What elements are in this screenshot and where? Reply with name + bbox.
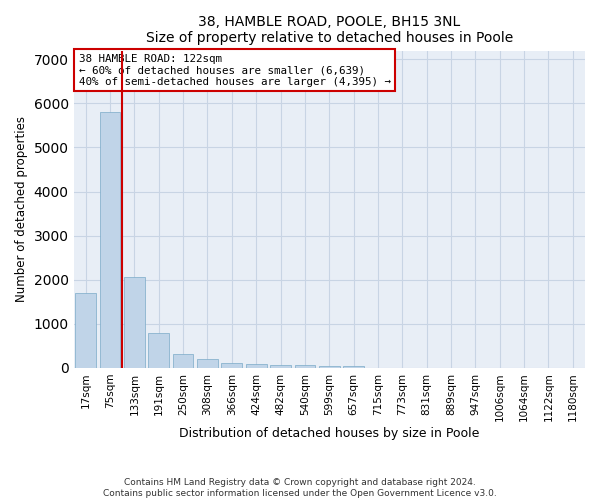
Bar bbox=[76, 293, 96, 368]
Bar bbox=[197, 359, 218, 368]
Bar bbox=[319, 366, 340, 368]
Bar bbox=[124, 278, 145, 368]
Bar bbox=[100, 112, 121, 368]
Title: 38, HAMBLE ROAD, POOLE, BH15 3NL
Size of property relative to detached houses in: 38, HAMBLE ROAD, POOLE, BH15 3NL Size of… bbox=[146, 15, 513, 45]
Bar bbox=[343, 366, 364, 368]
X-axis label: Distribution of detached houses by size in Poole: Distribution of detached houses by size … bbox=[179, 427, 479, 440]
Bar bbox=[270, 365, 291, 368]
Text: Contains HM Land Registry data © Crown copyright and database right 2024.
Contai: Contains HM Land Registry data © Crown c… bbox=[103, 478, 497, 498]
Bar bbox=[221, 362, 242, 368]
Y-axis label: Number of detached properties: Number of detached properties bbox=[15, 116, 28, 302]
Text: 38 HAMBLE ROAD: 122sqm
← 60% of detached houses are smaller (6,639)
40% of semi-: 38 HAMBLE ROAD: 122sqm ← 60% of detached… bbox=[79, 54, 391, 87]
Bar bbox=[173, 354, 193, 368]
Bar bbox=[246, 364, 266, 368]
Bar bbox=[148, 333, 169, 368]
Bar bbox=[295, 366, 315, 368]
